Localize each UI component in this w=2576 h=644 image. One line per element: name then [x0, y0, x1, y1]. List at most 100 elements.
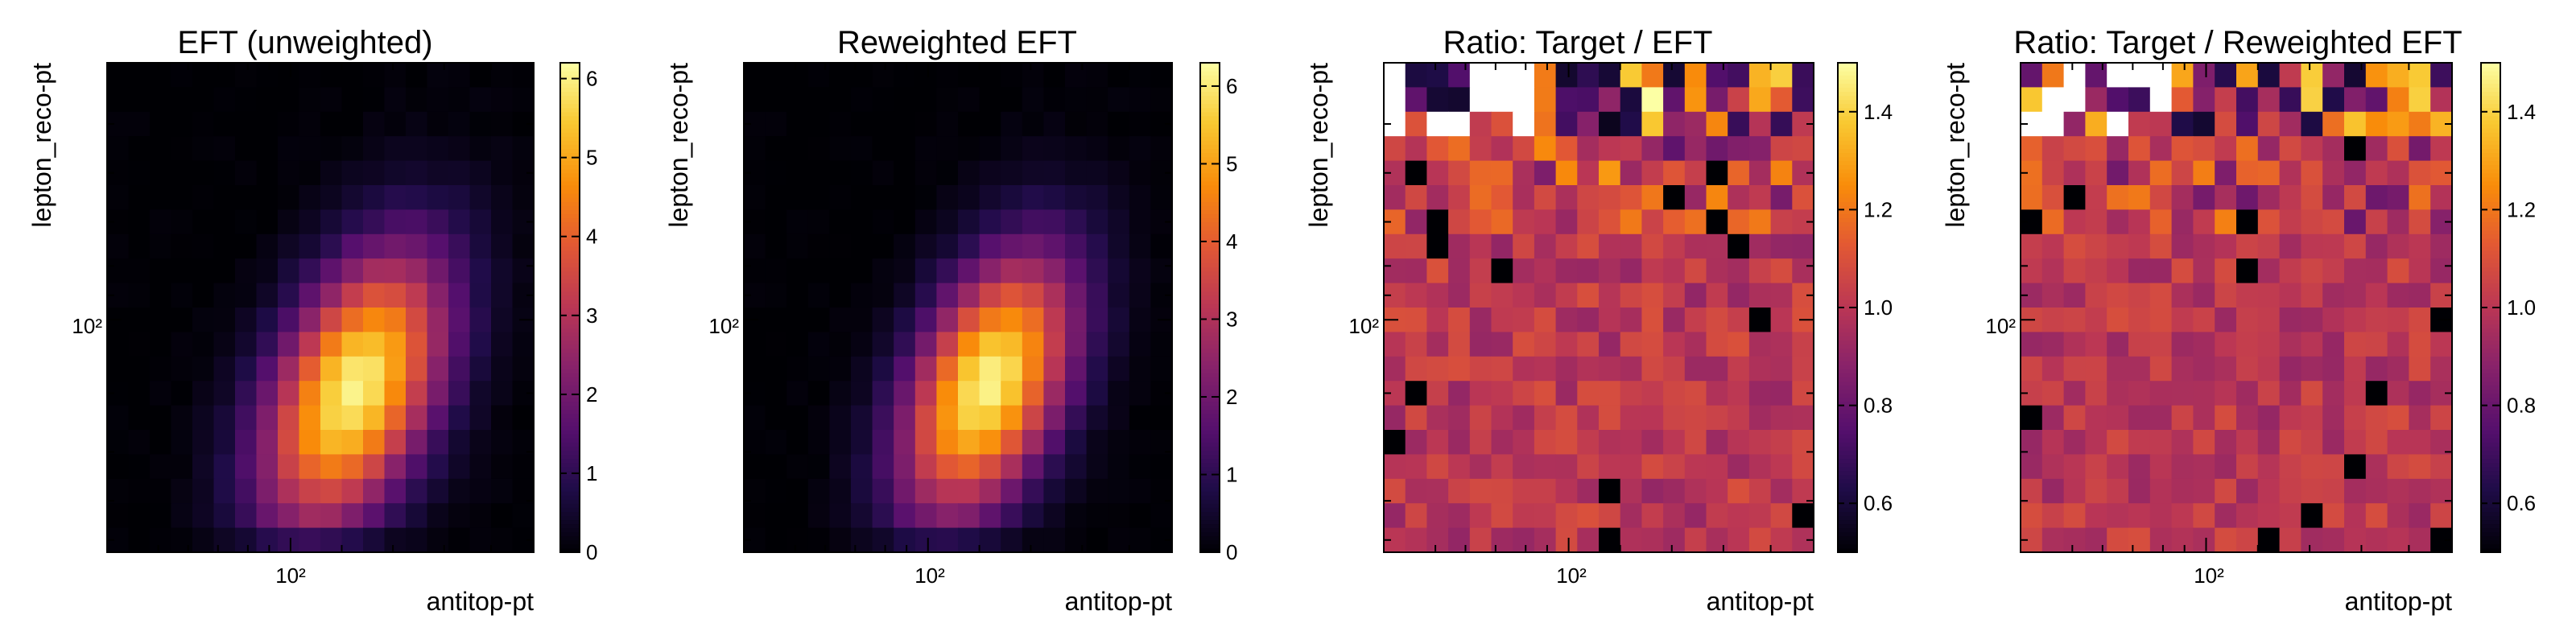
heatmap-cell	[1513, 185, 1535, 210]
colorbar-segment	[560, 340, 580, 345]
heatmap-cell	[1555, 209, 1578, 235]
colorbar-segment	[2481, 332, 2500, 337]
heatmap-cell	[979, 454, 1001, 480]
colorbar-segment	[1838, 140, 1857, 145]
heatmap-cell	[829, 136, 852, 162]
heatmap-cell	[107, 503, 130, 529]
heatmap-cell	[979, 111, 1001, 137]
colorbar-segment	[560, 478, 580, 484]
colorbar-tick-label: 5	[586, 146, 597, 170]
heatmap-cell	[2387, 503, 2409, 529]
heatmap-cell	[872, 405, 894, 431]
heatmap-cell	[1469, 478, 1492, 504]
heatmap-cell	[2301, 87, 2323, 113]
heatmap-cell	[2107, 405, 2129, 431]
heatmap-cell	[448, 478, 471, 504]
heatmap-cell	[2149, 356, 2173, 382]
heatmap-cell	[2107, 527, 2129, 553]
heatmap-cell	[2021, 356, 2043, 382]
colorbar-segment	[1838, 360, 1857, 365]
colorbar-segment	[560, 164, 580, 170]
heatmap-cell	[1770, 283, 1793, 308]
heatmap-cell	[2430, 63, 2453, 88]
heatmap-cell	[150, 332, 172, 357]
heatmap-cell	[2279, 405, 2301, 431]
heatmap-cell	[2215, 136, 2237, 162]
colorbar-segment	[1838, 332, 1857, 337]
colorbar-segment	[1200, 221, 1220, 227]
heatmap-cell	[2387, 478, 2409, 504]
heatmap-cell	[1770, 430, 1793, 455]
heatmap-cell	[384, 503, 407, 529]
heatmap-cell	[1491, 308, 1513, 332]
heatmap-cell	[150, 160, 172, 186]
heatmap-cell	[1129, 332, 1151, 357]
colorbar-segment	[560, 283, 580, 288]
heatmap-cell	[150, 405, 172, 431]
colorbar-segment	[2481, 401, 2500, 407]
heatmap-cell	[1065, 454, 1088, 480]
heatmap-cell	[235, 160, 258, 186]
heatmap-cell	[1663, 63, 1686, 88]
heatmap-cell	[192, 527, 215, 553]
colorbar-tick-label: 2	[1226, 385, 1237, 409]
colorbar-segment	[2481, 128, 2500, 133]
heatmap-cell	[1150, 356, 1173, 382]
heatmap-cell	[872, 430, 894, 455]
colorbar-segment	[1200, 83, 1220, 88]
heatmap-cell	[2257, 87, 2281, 113]
heatmap-cell	[1684, 87, 1707, 113]
heatmap-cell	[2041, 430, 2065, 455]
heatmap-cell	[1641, 209, 1664, 235]
colorbar-segment	[2481, 237, 2500, 243]
heatmap-cell	[213, 160, 236, 186]
heatmap-cell	[171, 356, 193, 382]
colorbar-segment	[2481, 340, 2500, 345]
heatmap-cell	[1426, 381, 1449, 407]
colorbar-segment	[560, 266, 580, 271]
heatmap-cell	[1577, 185, 1600, 210]
heatmap-cell	[448, 454, 471, 480]
heatmap-cell	[1620, 454, 1642, 480]
heatmap-cell	[1426, 454, 1449, 480]
colorbar-segment	[1838, 320, 1857, 324]
heatmap-cell	[2257, 405, 2281, 431]
heatmap-cell	[914, 111, 937, 137]
colorbar-segment	[560, 111, 580, 117]
heatmap-cell	[2322, 87, 2345, 113]
heatmap-cell	[1108, 87, 1130, 113]
heatmap-cell	[1641, 308, 1664, 332]
heatmap-cell	[914, 356, 937, 382]
heatmap-cell	[2149, 430, 2173, 455]
heatmap-cell	[1001, 430, 1023, 455]
heatmap-cell	[1065, 478, 1088, 504]
heatmap-cell	[2021, 258, 2043, 284]
heatmap-cell	[1022, 258, 1044, 284]
heatmap-cell	[1129, 160, 1151, 186]
heatmap-cell	[2409, 111, 2431, 137]
heatmap-cell	[1108, 111, 1130, 137]
heatmap-cell	[2107, 356, 2129, 382]
heatmap-cell	[341, 258, 364, 284]
heatmap-cell	[914, 308, 937, 332]
heatmap-cell	[1620, 308, 1642, 332]
colorbar-segment	[2481, 205, 2500, 210]
heatmap-cell	[1684, 209, 1707, 235]
heatmap-cell	[384, 356, 407, 382]
heatmap-cell	[1706, 454, 1728, 480]
heatmap-cell	[958, 381, 980, 407]
heatmap-cell	[235, 454, 258, 480]
heatmap-cell	[1043, 381, 1066, 407]
heatmap-cell	[851, 233, 873, 259]
heatmap-cell	[320, 308, 343, 332]
heatmap-cell	[2063, 454, 2086, 480]
heatmap-cell	[2322, 233, 2345, 259]
colorbar-segment	[1200, 511, 1220, 516]
heatmap-cell	[1086, 283, 1108, 308]
heatmap-cell	[1108, 283, 1130, 308]
heatmap-cell	[2085, 332, 2107, 357]
colorbar-segment	[560, 189, 580, 194]
heatmap-cell	[1022, 478, 1044, 504]
heatmap-cell	[2085, 136, 2107, 162]
heatmap-cell	[2193, 233, 2215, 259]
